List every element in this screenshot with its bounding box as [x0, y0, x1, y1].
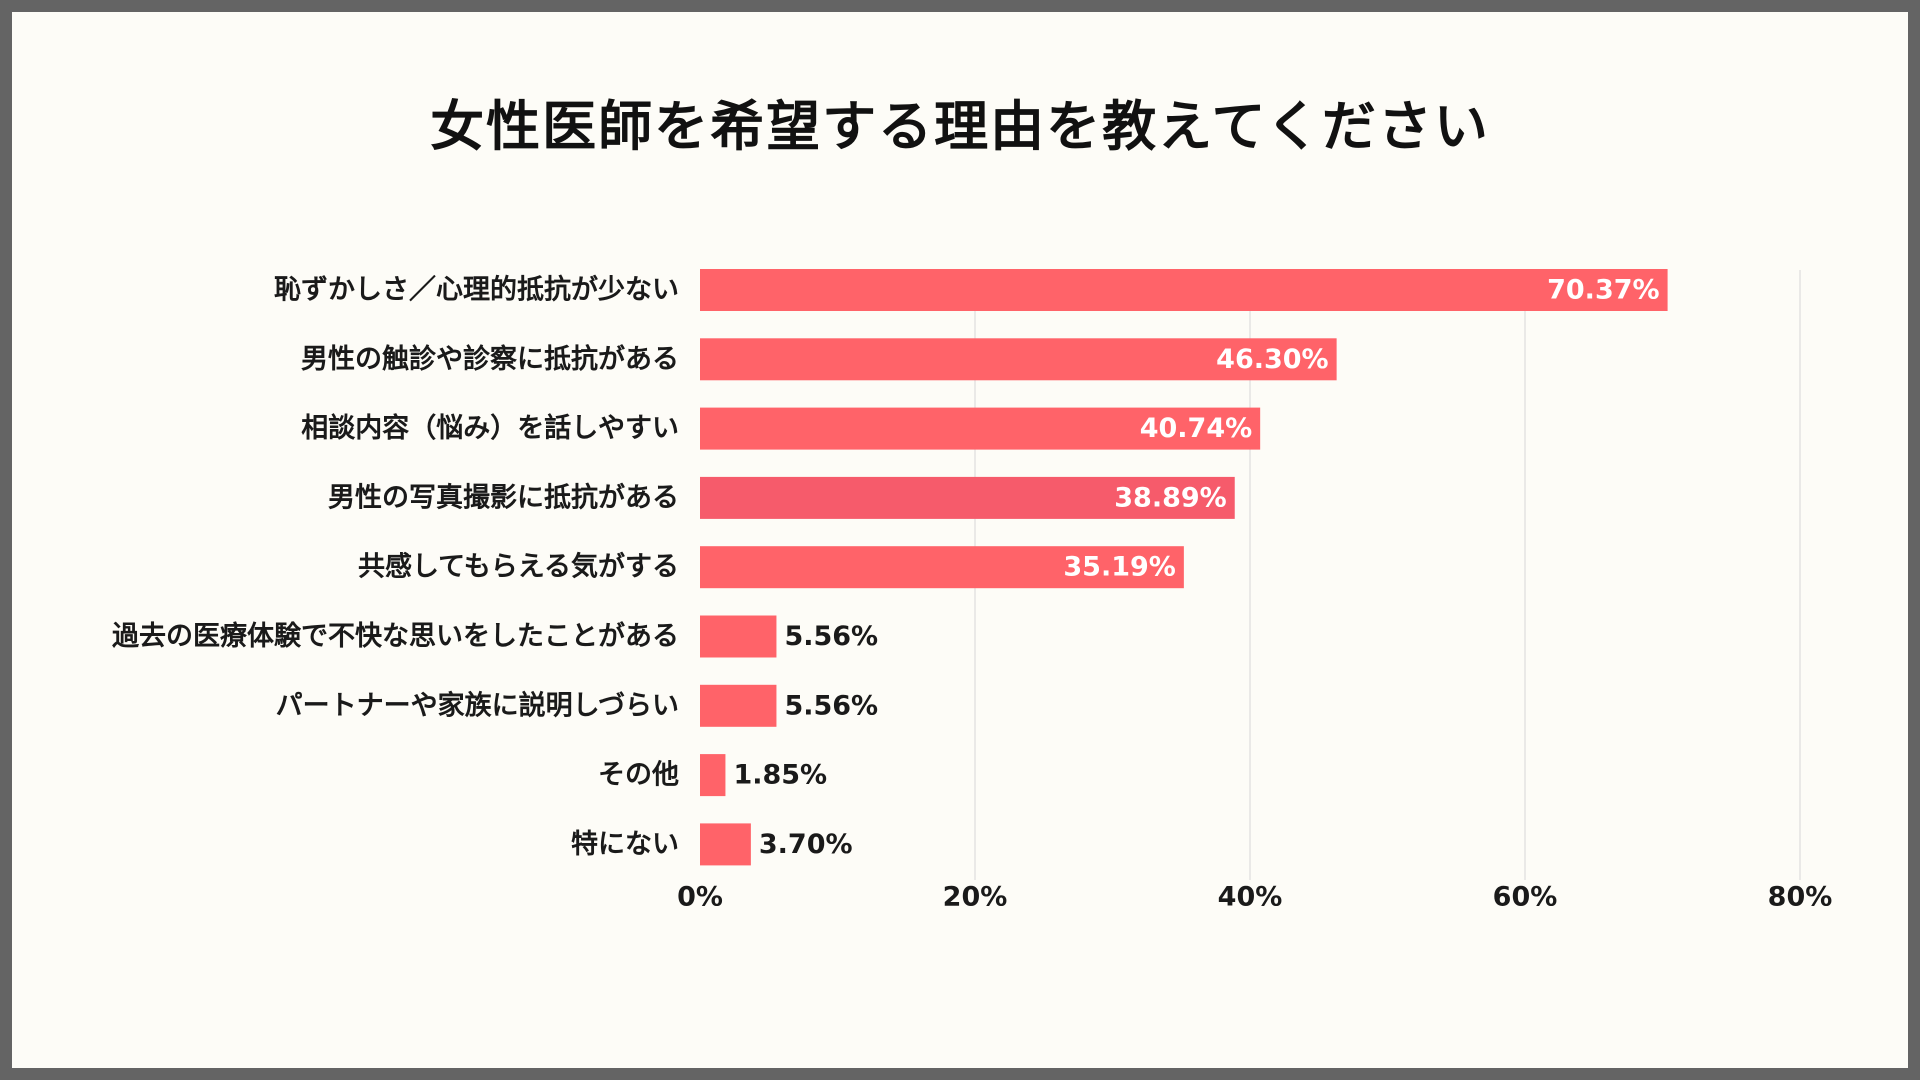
- bar: [700, 269, 1668, 311]
- data-label: 70.37%: [1547, 275, 1659, 306]
- category-label: 過去の医療体験で不快な思いをしたことがある: [112, 620, 679, 652]
- data-label: 3.70%: [759, 829, 853, 860]
- data-label: 5.56%: [784, 621, 878, 652]
- bar: [700, 823, 751, 866]
- bar: [700, 476, 1235, 519]
- category-label: 相談内容（悩み）を話しやすい: [301, 412, 679, 444]
- category-label: 恥ずかしさ／心理的抵抗が少ない: [274, 274, 679, 306]
- bar-chart: 0% 20% 40% 60% 80% 恥ずかしさ／心理的抵抗が少ない 70.37% 男性の触診…: [112, 269, 1833, 913]
- x-tick-label: 20%: [943, 882, 1008, 913]
- x-tick-label: 0%: [677, 882, 723, 913]
- category-label: 特にない: [571, 829, 679, 860]
- bar: [700, 754, 726, 797]
- data-label: 46.30%: [1216, 344, 1328, 375]
- chart-frame: 女性医師を希望する理由を教えてください 0% 20% 40% 60% 80% 恥ずかしさ／…: [12, 12, 1908, 1068]
- category-label: パートナーや家族に説明しづらい: [276, 689, 679, 721]
- data-label: 40.74%: [1140, 413, 1252, 444]
- bar: [700, 407, 1261, 450]
- bar: [700, 684, 777, 727]
- category-label: その他: [598, 760, 679, 791]
- category-label: 男性の写真撮影に抵抗がある: [328, 481, 679, 513]
- x-tick-label: 80%: [1768, 882, 1833, 913]
- category-label: 共感してもらえる気がする: [358, 551, 679, 583]
- bar: [700, 615, 777, 658]
- x-tick-label: 60%: [1493, 882, 1558, 913]
- data-label: 38.89%: [1114, 482, 1226, 513]
- bar: [700, 546, 1184, 589]
- data-label: 35.19%: [1063, 552, 1175, 583]
- bar: [700, 338, 1337, 381]
- data-label: 5.56%: [784, 690, 878, 721]
- category-label: 男性の触診や診察に抵抗がある: [301, 343, 679, 375]
- chart-title: 女性医師を希望する理由を教えてください: [430, 95, 1490, 158]
- data-label: 1.85%: [733, 760, 827, 791]
- x-tick-label: 40%: [1218, 882, 1283, 913]
